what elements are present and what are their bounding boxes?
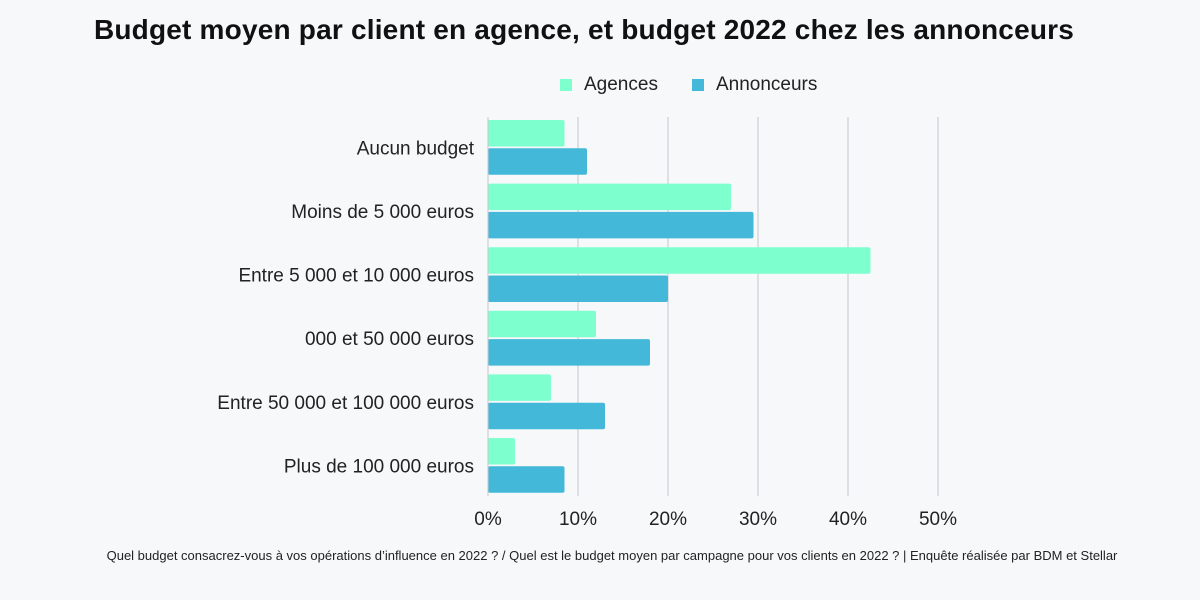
- bar-annonceurs: [488, 211, 754, 239]
- bar-annonceurs: [488, 148, 587, 175]
- bar-annonceurs: [488, 466, 565, 493]
- legend-swatch-agences: [560, 79, 572, 91]
- x-tick-label: 10%: [559, 509, 597, 530]
- legend-item-agences: Agences: [560, 74, 658, 96]
- legend-label-annonceurs: Annonceurs: [715, 74, 818, 95]
- legend-swatch-annonceurs: [691, 79, 704, 91]
- chart-legend: Agences Annonceurs: [560, 74, 851, 96]
- bar-agences: [488, 438, 515, 465]
- bar-agences: [488, 120, 565, 147]
- y-category-label: Entre 50 000 et 100 000 euros: [217, 393, 474, 414]
- legend-item-annonceurs: Annonceurs: [691, 74, 818, 96]
- bar-agences: [488, 310, 596, 338]
- bar-agences: [488, 183, 731, 211]
- y-category-label: Moins de 5 000 euros: [291, 202, 474, 223]
- x-tick-label: 30%: [739, 509, 777, 530]
- chart-title: Budget moyen par client en agence, et bu…: [93, 14, 1075, 45]
- bar-annonceurs: [488, 402, 605, 430]
- x-tick-label: 40%: [829, 509, 867, 530]
- chart-caption: Quel budget consacrez-vous à vos opérati…: [106, 548, 1118, 563]
- legend-label-agences: Agences: [584, 74, 658, 95]
- bar-agences: [488, 374, 551, 401]
- x-tick-label: 50%: [919, 509, 957, 530]
- bar-annonceurs: [488, 339, 650, 366]
- x-tick-label: 20%: [649, 509, 687, 530]
- bar-annonceurs: [488, 275, 668, 302]
- y-category-label: Entre 5 000 et 10 000 euros: [238, 266, 474, 287]
- bar-agences: [488, 247, 871, 274]
- y-category-label: 000 et 50 000 euros: [305, 329, 474, 350]
- y-category-label: Plus de 100 000 euros: [284, 456, 474, 477]
- y-category-label: Aucun budget: [357, 138, 475, 159]
- x-tick-label: 0%: [474, 509, 502, 530]
